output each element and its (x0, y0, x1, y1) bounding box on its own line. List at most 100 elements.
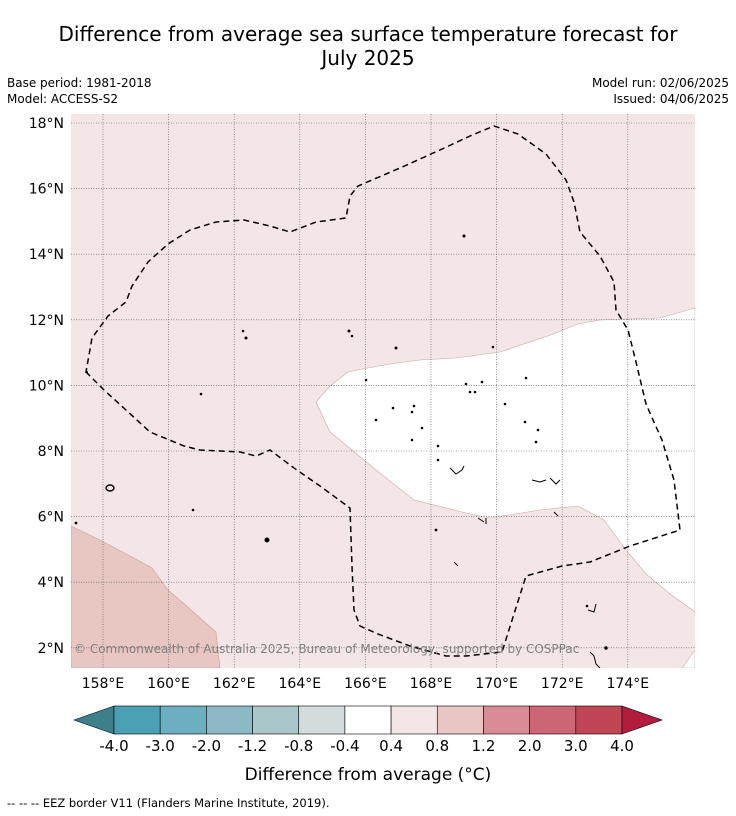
colorbar-tick: 0.4 (379, 737, 403, 755)
island (587, 603, 597, 613)
colorbar-bin (113, 705, 161, 735)
lat-label: 16°N (29, 182, 64, 198)
lon-label: 162°E (213, 676, 256, 692)
colorbar-tick: 3.0 (564, 737, 588, 755)
lat-label: 2°N (38, 641, 64, 657)
lat-label: 6°N (38, 510, 64, 526)
lon-label: 166°E (344, 676, 387, 692)
colorbar-title: Difference from average (°C) (245, 765, 492, 785)
island (347, 329, 351, 333)
lon-label: 168°E (410, 676, 453, 692)
meta-right: Model run: 02/06/2025 Issued: 04/06/2025 (592, 75, 729, 107)
island (412, 404, 416, 408)
island (477, 517, 487, 524)
colorbar-tick: 1.2 (472, 737, 496, 755)
island (585, 604, 589, 608)
lon-label: 172°E (541, 676, 584, 692)
island (480, 380, 484, 384)
latitude-labels: 18°N 16°N 14°N 12°N 10°N 8°N 6°N 4°N 2°N (29, 116, 64, 657)
lon-label: 164°E (279, 676, 322, 692)
anomaly-region-near-average-tip (681, 649, 695, 668)
colorbar-tick: 0.8 (425, 737, 449, 755)
island (536, 428, 540, 432)
island (523, 420, 527, 424)
island (553, 511, 559, 517)
island (434, 528, 438, 532)
island (589, 651, 601, 668)
island (531, 477, 561, 485)
lat-label: 4°N (38, 575, 64, 591)
island (420, 426, 424, 430)
colorbar-bin (159, 705, 207, 735)
colorbar-bin (390, 705, 438, 735)
colorbar-tick: -0.8 (284, 737, 313, 755)
island (264, 537, 270, 543)
island (491, 345, 495, 349)
island (244, 336, 248, 340)
lat-label: 8°N (38, 444, 64, 460)
colorbar-over-arrow (621, 705, 663, 735)
island (241, 329, 245, 333)
colorbar-tick: -2.0 (192, 737, 221, 755)
island (394, 346, 398, 350)
lat-label: 14°N (29, 247, 64, 263)
colorbar-tick: 2.0 (518, 737, 542, 755)
island (199, 392, 203, 396)
colorbar-bin (483, 705, 530, 735)
island (374, 418, 378, 422)
map-area: © Commonwealth of Australia 2025, Bureau… (71, 114, 695, 668)
colorbar-bin (529, 705, 577, 735)
meta-left: Base period: 1981-2018 Model: ACCESS-S2 (7, 75, 152, 107)
colorbar-tick: -4.0 (99, 737, 128, 755)
anomaly-region-near-average (315, 307, 695, 613)
lat-label: 12°N (29, 313, 64, 329)
island (473, 390, 477, 394)
lon-label: 174°E (607, 676, 650, 692)
island (462, 234, 466, 238)
colorbar-bins (113, 705, 623, 735)
island (191, 508, 195, 512)
island (350, 334, 354, 338)
longitude-labels: 158°E 160°E 162°E 164°E 166°E 168°E 170°E 172°E… (82, 676, 649, 692)
island (468, 390, 472, 394)
colorbar-tick: 4.0 (610, 737, 634, 755)
colorbar-bin (575, 705, 623, 735)
colorbar-under-arrow (73, 705, 115, 735)
island (436, 444, 440, 448)
colorbar-bin (344, 705, 392, 735)
eez-border (85, 125, 681, 657)
island (391, 406, 395, 410)
model-run: Model run: 02/06/2025 (591, 76, 729, 90)
island (436, 458, 440, 462)
colorbar-bin (206, 705, 253, 735)
colorbar-bin (436, 705, 484, 735)
island (364, 378, 368, 382)
island (410, 438, 414, 442)
island (534, 440, 538, 444)
island (410, 410, 414, 414)
island (464, 382, 468, 386)
title-line-1: Difference from average sea surface temp… (58, 22, 678, 46)
island (105, 484, 115, 492)
colorbar-tick: -1.2 (238, 737, 267, 755)
lat-label: 10°N (29, 378, 64, 394)
lon-label: 158°E (82, 676, 125, 692)
title-line-2: July 2025 (321, 46, 415, 70)
island (449, 465, 465, 475)
lon-label: 160°E (147, 676, 190, 692)
copyright-text: © Commonwealth of Australia 2025, Bureau… (74, 642, 579, 656)
colorbar-tick: -0.4 (330, 737, 359, 755)
colorbar-tick: -3.0 (146, 737, 175, 755)
colorbar-bin (298, 705, 346, 735)
island (453, 561, 459, 567)
gridlines (71, 114, 695, 668)
issued-date: Issued: 04/06/2025 (613, 92, 729, 106)
colorbar-tick-labels: -4.0 -3.0 -2.0 -1.2 -0.8 -0.4 0.4 0.8 1.2 2.0 3.0 4… (99, 737, 634, 755)
island (503, 402, 507, 406)
eez-footnote: -- -- -- EEZ border V11 (Flanders Marine… (7, 796, 330, 810)
map-title: Difference from average sea surface temp… (0, 22, 736, 70)
island (74, 521, 78, 525)
lon-label: 170°E (475, 676, 518, 692)
lat-label: 18°N (29, 116, 64, 132)
colorbar-bin (252, 705, 300, 735)
